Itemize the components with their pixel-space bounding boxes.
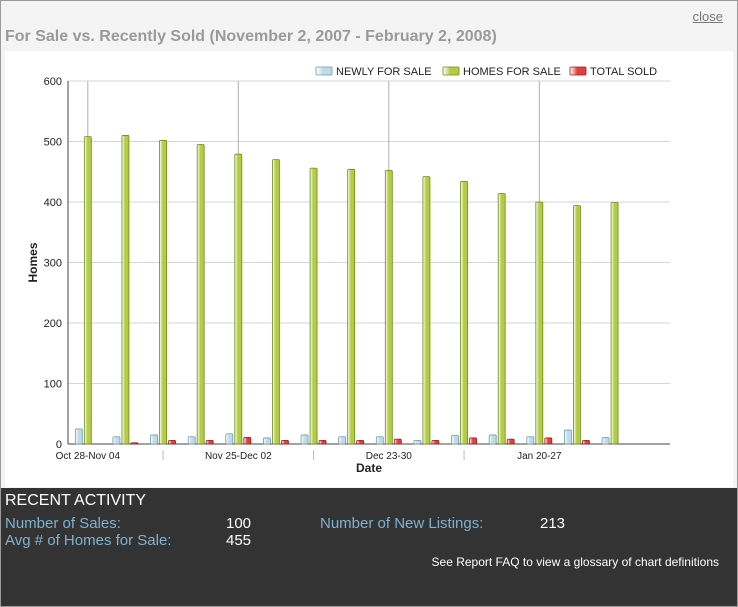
bar	[225, 433, 234, 445]
bar	[243, 436, 252, 445]
chart-area: 0 100 200 300 400 500 600 Oct 28-Nov 04 Nov 25-D…	[5, 51, 733, 487]
legend-swatch	[442, 66, 460, 76]
legend-label: TOTAL SOLD	[590, 66, 657, 78]
bar	[497, 193, 506, 445]
x-tick-label: Jan 20-27	[517, 451, 562, 462]
bar	[281, 439, 289, 445]
report-faq-link[interactable]: See Report FAQ to view a glossary of cha…	[431, 555, 719, 569]
bar	[526, 436, 535, 445]
bar	[506, 438, 515, 445]
y-axis-label: Homes	[26, 242, 40, 282]
sales-label: Number of Sales:	[5, 515, 121, 532]
avg-homes-label: Avg # of Homes for Sale:	[5, 532, 172, 549]
bar	[318, 439, 327, 445]
bar	[272, 159, 280, 445]
bar	[338, 436, 347, 445]
bar	[451, 435, 459, 445]
bar	[384, 170, 393, 445]
bar	[564, 429, 572, 445]
close-link[interactable]: close	[692, 9, 723, 24]
bar	[582, 439, 590, 445]
x-tick-label: Dec 23-30	[366, 451, 413, 462]
legend-label: NEWLY FOR SALE	[336, 66, 432, 78]
y-tick-label: 300	[44, 258, 62, 270]
bar	[187, 436, 196, 445]
bar	[460, 181, 468, 445]
sales-value: 100	[226, 515, 252, 532]
bar	[300, 434, 309, 445]
y-tick-label: 200	[44, 318, 62, 330]
bar	[356, 439, 365, 445]
bar	[83, 136, 92, 445]
bar	[469, 437, 477, 445]
y-tick-label: 100	[44, 379, 62, 391]
legend-swatch	[315, 66, 333, 76]
recent-activity-heading: RECENT ACTIVITY	[5, 492, 147, 509]
bar	[535, 201, 544, 445]
bar	[150, 434, 158, 445]
bar	[309, 167, 318, 445]
new-listings-label: Number of New Listings:	[320, 515, 484, 532]
legend-label: HOMES FOR SALE	[463, 66, 561, 78]
legend-swatch	[569, 66, 587, 76]
x-tick-label: Oct 28-Nov 04	[56, 451, 121, 462]
bar	[393, 438, 402, 445]
bar	[130, 442, 139, 445]
recent-activity-panel: RECENT ACTIVITY Number of Sales: 100 Num…	[1, 488, 737, 606]
bar	[263, 437, 271, 445]
x-axis-label: Date	[356, 461, 382, 475]
chart-title: For Sale vs. Recently Sold (November 2, …	[5, 28, 497, 45]
bar	[234, 153, 243, 445]
new-listings-value: 213	[540, 515, 566, 532]
bar	[196, 144, 205, 445]
bar	[610, 202, 619, 445]
bar	[488, 434, 497, 445]
y-tick-label: 600	[44, 76, 62, 88]
bar	[168, 439, 176, 445]
bar	[112, 436, 121, 445]
bar-chart: 0 100 200 300 400 500 600 Oct 28-Nov 04 Nov 25-D…	[26, 66, 670, 475]
bar	[347, 168, 356, 445]
y-tick-label: 400	[44, 197, 62, 209]
y-tick-label: 0	[56, 439, 62, 451]
bar	[413, 439, 422, 445]
bar	[159, 139, 167, 445]
bar	[422, 176, 431, 445]
bar	[74, 428, 83, 445]
bar	[121, 135, 130, 445]
x-tick-label: Nov 25-Dec 02	[205, 451, 272, 462]
bar	[573, 205, 581, 445]
bar	[431, 439, 440, 445]
bar	[375, 436, 384, 445]
avg-homes-value: 455	[226, 532, 252, 549]
bar	[544, 437, 553, 445]
bar	[205, 439, 214, 445]
bar	[601, 436, 610, 445]
y-tick-label: 500	[44, 137, 62, 149]
